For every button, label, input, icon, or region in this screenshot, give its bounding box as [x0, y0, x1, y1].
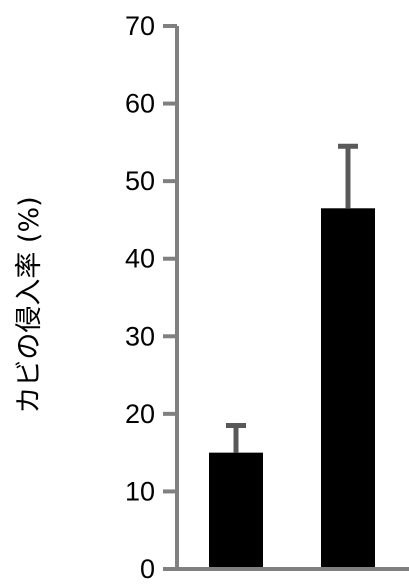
y-axis-ticks: 0 10 20 30 40 50 60 70: [125, 11, 177, 584]
y-tick-label: 30: [125, 321, 155, 351]
axes: [175, 26, 409, 571]
y-tick-label: 20: [125, 399, 155, 429]
bars: [209, 208, 375, 570]
y-tick-label: 60: [125, 89, 155, 119]
y-tick-label: 50: [125, 166, 155, 196]
y-tick-label: 70: [125, 11, 155, 41]
bar: [321, 208, 375, 570]
y-axis-label: カビの侵入率 (%): [14, 196, 45, 413]
error-bars: [226, 143, 358, 453]
y-axis-label-group: カビの侵入率 (%): [14, 196, 45, 413]
bar: [209, 452, 263, 569]
y-tick-label: 0: [140, 554, 155, 584]
y-tick-label: 10: [125, 476, 155, 506]
y-tick-label: 40: [125, 244, 155, 274]
